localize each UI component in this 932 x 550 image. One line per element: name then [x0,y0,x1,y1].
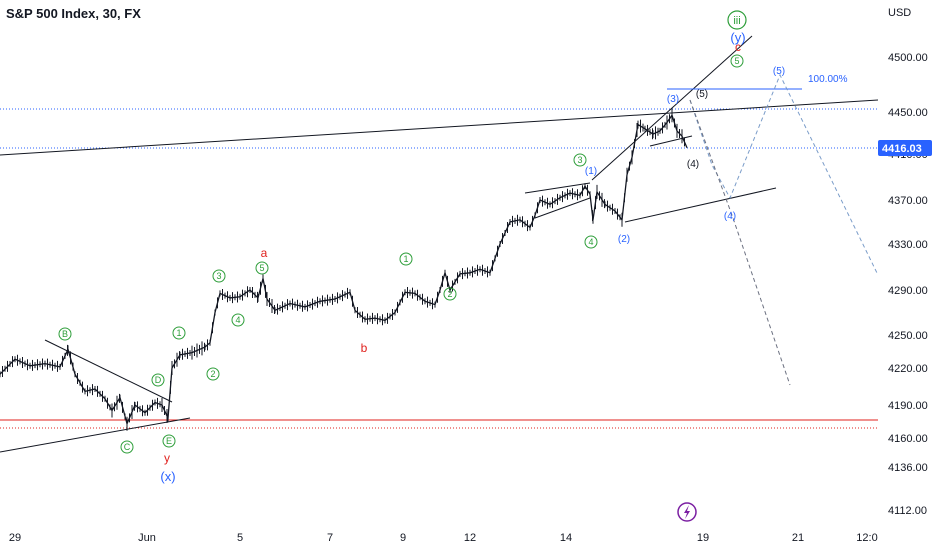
svg-text:5: 5 [734,56,739,66]
channel-upper-line [591,35,753,181]
wave-label-D: D [151,373,165,387]
wave-label-5c: 5 [730,54,744,68]
time-tick-label: 21 [792,532,804,544]
wave-label-blue-2: (2) [618,234,630,245]
svg-text:4: 4 [588,237,593,247]
wave-label-3: 3 [212,269,226,283]
wave-label-5: 5 [255,261,269,275]
price-tick-label: 4250.00 [888,330,928,342]
triangle-upper-line [44,339,173,403]
wave-label-black-4: (4) [687,159,699,170]
svg-text:2: 2 [447,289,452,299]
projection-path-a [689,73,879,276]
svg-text:E: E [166,436,172,446]
time-tick-label: 19 [697,532,709,544]
svg-text:3: 3 [577,155,582,165]
fib-100-label: 100.00% [808,74,848,85]
svg-text:4: 4 [235,315,240,325]
wave-label-4: 4 [231,313,245,327]
channel-lower-line [624,187,777,223]
price-tick-label: 4136.00 [888,462,928,474]
svg-text:2: 2 [210,369,215,379]
price-tick-label: 4500.00 [888,52,928,64]
triangle2-upper [524,182,591,194]
time-tick-label: 14 [560,532,572,544]
wave-label-3b: 3 [573,153,587,167]
price-tick-label: 4190.00 [888,400,928,412]
wave-label-blue-1: (1) [585,166,597,177]
plot-area [0,0,878,528]
wave-label-2b: 2 [443,287,457,301]
wave-label-blue-4: (4) [724,211,736,222]
wave-label-B: B [58,327,72,341]
wave-label-c: c [735,40,741,54]
bottom-trendline [0,417,191,453]
svg-text:D: D [155,375,162,385]
wave-label-4b: 4 [584,235,598,249]
long-trendline [0,99,879,156]
svg-text:C: C [124,442,131,452]
time-axis[interactable] [0,528,878,550]
svg-text:3: 3 [216,271,221,281]
price-tick-label: 4112.00 [888,505,927,517]
wave-label-2: 2 [206,367,220,381]
time-tick-label: Jun [138,532,156,544]
wave-label-x: (x) [160,469,175,484]
price-tick-label: 4330.00 [888,239,928,251]
price-tick-label: 4450.00 [888,107,928,119]
wave-label-1b: 1 [399,252,413,266]
wave-label-C: C [120,440,134,454]
lightning-icon[interactable] [677,502,697,522]
svg-text:5: 5 [259,263,264,273]
time-tick-label: 29 [9,532,21,544]
candle-ticks [0,108,685,431]
svg-text:1: 1 [176,328,181,338]
triangle2-lower [534,197,591,219]
price-tick-label: 4290.00 [888,285,928,297]
wave-label-blue-5: (5) [773,66,785,77]
currency-label: USD [888,7,911,19]
time-tick-label: 12 [464,532,476,544]
wave-label-blue-3: (3) [667,94,679,105]
svg-text:1: 1 [403,254,408,264]
price-tick-label: 4370.00 [888,195,928,207]
price-tick-label: 4160.00 [888,433,928,445]
wave-label-1: 1 [172,326,186,340]
time-tick-label: 7 [327,532,333,544]
svg-text:4416.03: 4416.03 [882,143,922,155]
current-price-tag: 4416.03 [878,140,932,156]
wave-label-iii: iii [727,10,747,30]
time-axis-ticks: 29 Jun 5 7 9 12 14 19 21 12:0 [9,532,878,544]
price-axis[interactable] [878,0,932,528]
wave-label-black-5: (5) [696,89,708,100]
time-tick-label: 12:0 [856,532,877,544]
wave-label-y-big: (y) [730,30,745,45]
svg-text:B: B [62,329,68,339]
wave-label-E: E [162,434,176,448]
svg-text:iii: iii [733,15,740,27]
wave-label-b: b [361,341,368,355]
wave-label-y: y [164,451,170,465]
wave-label-a: a [261,246,268,260]
time-tick-label: 5 [237,532,243,544]
price-tick-label: 4220.00 [888,363,928,375]
time-tick-label: 9 [400,532,406,544]
chart-title: S&P 500 Index, 30, FX [6,6,141,21]
wave-labels: B C D E y (x) 1 2 3 4 5 a b 1 2 3 4 (1) … [58,10,848,484]
